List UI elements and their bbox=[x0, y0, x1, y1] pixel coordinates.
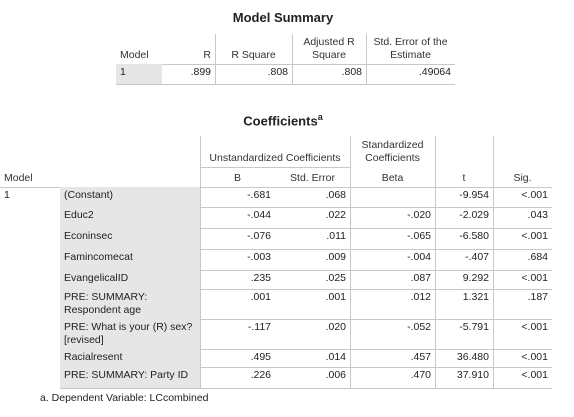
data-cell: .012 bbox=[410, 291, 431, 303]
data-cell: .020 bbox=[325, 321, 346, 333]
rule bbox=[366, 34, 367, 84]
header-cell: Std. Error bbox=[290, 172, 335, 184]
rule bbox=[60, 319, 552, 320]
data-cell: .808 bbox=[341, 66, 362, 78]
title-text: Coefficients bbox=[243, 113, 318, 129]
data-cell: 1.321 bbox=[462, 291, 489, 303]
footnote: a. Dependent Variable: LCcombined bbox=[40, 392, 209, 404]
title-note: a bbox=[317, 112, 323, 122]
data-cell: -.052 bbox=[407, 321, 431, 333]
rule bbox=[60, 249, 552, 250]
data-cell: 9.292 bbox=[462, 272, 489, 284]
group-header: Unstandardized Coefficients bbox=[209, 152, 341, 164]
data-cell: -6.580 bbox=[459, 230, 489, 242]
rule bbox=[60, 207, 552, 208]
rule bbox=[493, 136, 494, 388]
data-cell: -.003 bbox=[247, 251, 271, 263]
data-cell: -9.954 bbox=[459, 189, 489, 201]
rule bbox=[60, 228, 552, 229]
data-cell: 36.480 bbox=[456, 351, 489, 363]
data-cell: <.001 bbox=[521, 369, 548, 381]
header-cell: Model bbox=[120, 49, 149, 61]
rule bbox=[215, 34, 216, 84]
data-cell: <.001 bbox=[521, 189, 548, 201]
header-cell: Adjusted R Square bbox=[303, 36, 355, 61]
data-cell: -.117 bbox=[247, 321, 271, 333]
header-cell: Model bbox=[4, 172, 33, 184]
rule bbox=[60, 289, 552, 290]
model-summary-title: Model Summary bbox=[232, 10, 334, 25]
data-cell: <.001 bbox=[521, 272, 548, 284]
data-cell: .899 bbox=[190, 66, 211, 78]
header-cell: t bbox=[462, 172, 466, 184]
header-cell: R bbox=[203, 49, 211, 61]
data-cell: .470 bbox=[410, 369, 431, 381]
data-cell: -.681 bbox=[247, 189, 271, 201]
row-label: (Constant) bbox=[60, 187, 200, 207]
row-label: EvangelicalID bbox=[60, 270, 200, 289]
header-cell: Std. Error of the Estimate bbox=[373, 36, 448, 61]
rule bbox=[435, 136, 436, 388]
rule bbox=[200, 167, 350, 168]
data-cell: .011 bbox=[326, 230, 346, 242]
row-label: PRE: What is your (R) sex? [revised] bbox=[60, 319, 200, 349]
data-cell: -5.791 bbox=[459, 321, 489, 333]
data-cell: .808 bbox=[267, 66, 288, 78]
data-cell: .495 bbox=[250, 351, 271, 363]
rule bbox=[116, 64, 455, 65]
data-cell: <.001 bbox=[521, 321, 548, 333]
rule bbox=[60, 270, 552, 271]
row-label: Educ2 bbox=[60, 207, 200, 228]
data-cell: .187 bbox=[527, 291, 548, 303]
row-label: PRE: SUMMARY: Respondent age bbox=[60, 289, 200, 319]
data-cell: .014 bbox=[325, 351, 346, 363]
rule bbox=[0, 187, 552, 188]
rule bbox=[292, 34, 293, 84]
data-cell: <.001 bbox=[521, 230, 548, 242]
data-cell: .068 bbox=[325, 189, 346, 201]
header-cell: Beta bbox=[381, 172, 404, 184]
data-cell: .49064 bbox=[418, 66, 451, 78]
data-cell: -2.029 bbox=[459, 209, 489, 221]
data-cell: -.004 bbox=[407, 251, 431, 263]
data-cell: .001 bbox=[250, 291, 271, 303]
data-cell: <.001 bbox=[521, 351, 548, 363]
data-cell: .235 bbox=[250, 272, 271, 284]
data-cell: .025 bbox=[325, 272, 346, 284]
data-cell: .087 bbox=[410, 272, 431, 284]
rule bbox=[60, 367, 552, 368]
data-cell: .009 bbox=[325, 251, 346, 263]
data-cell: .457 bbox=[410, 351, 431, 363]
model-cell: 1 bbox=[4, 189, 10, 201]
group-header: Standardized Coefficients bbox=[361, 139, 424, 164]
data-cell: -.044 bbox=[247, 209, 271, 221]
rule bbox=[116, 84, 455, 85]
data-cell: -.407 bbox=[465, 251, 489, 263]
data-cell: .226 bbox=[250, 369, 271, 381]
data-cell: .022 bbox=[325, 209, 346, 221]
rule bbox=[350, 136, 351, 388]
header-cell: Sig. bbox=[513, 172, 532, 184]
coefficients-title: Coefficientsa bbox=[0, 112, 566, 128]
row-label: Famincomecat bbox=[60, 249, 200, 270]
row-label: PRE: SUMMARY: Party ID bbox=[60, 367, 200, 388]
data-cell: .684 bbox=[527, 251, 548, 263]
data-cell: .043 bbox=[527, 209, 548, 221]
row-label: Econinsec bbox=[60, 228, 200, 249]
header-cell: R Square bbox=[231, 49, 276, 61]
rule bbox=[200, 136, 201, 388]
data-cell: -.020 bbox=[407, 209, 431, 221]
data-cell: -.076 bbox=[247, 230, 271, 242]
rule bbox=[60, 388, 552, 389]
data-cell: 1 bbox=[116, 64, 162, 84]
data-cell: -.065 bbox=[407, 230, 431, 242]
rule bbox=[60, 349, 552, 350]
data-cell: .001 bbox=[325, 291, 346, 303]
data-cell: 37.910 bbox=[456, 369, 489, 381]
data-cell: .006 bbox=[325, 369, 346, 381]
header-cell: B bbox=[233, 172, 241, 184]
row-label: Racialresent bbox=[60, 349, 200, 367]
